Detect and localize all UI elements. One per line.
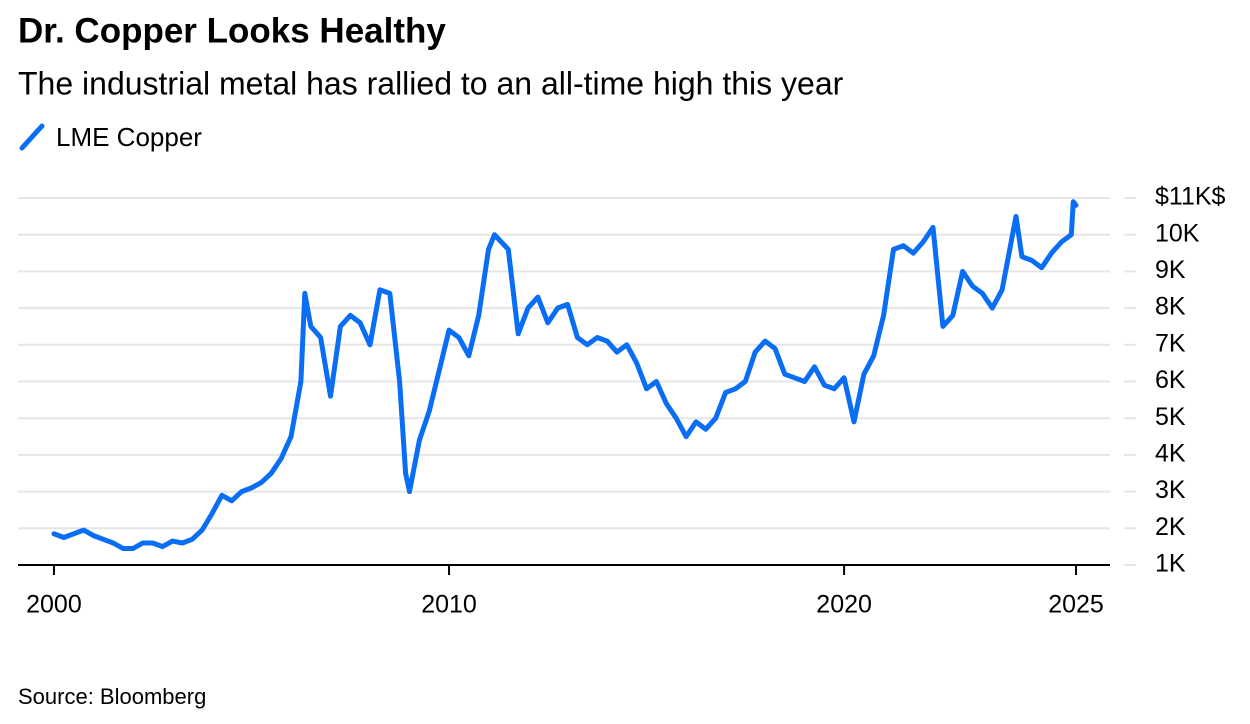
y-tick-label: 1K — [1155, 550, 1186, 578]
y-tick-label: 9K — [1155, 256, 1186, 284]
data-line — [51, 199, 1079, 551]
x-tick-label: 2010 — [421, 591, 477, 619]
y-tick-label: 5K — [1155, 403, 1186, 431]
x-tick-label: 2020 — [816, 591, 872, 619]
legend-label: LME Copper — [56, 122, 202, 152]
y-tick-label: 6K — [1155, 366, 1186, 394]
source: Source: Bloomberg — [18, 684, 206, 709]
chart-title: Dr. Copper Looks Healthy — [18, 11, 446, 50]
y-tick-label: 8K — [1155, 293, 1186, 321]
legend-swatch — [19, 123, 45, 151]
y-tick-label: 7K — [1155, 329, 1186, 357]
y-tick-label: 10K — [1155, 219, 1200, 247]
y-tick-label: 2K — [1155, 513, 1186, 541]
y-tick-label: 4K — [1155, 440, 1186, 468]
x-tick-label: 2025 — [1048, 591, 1104, 619]
y-tick-label: 3K — [1155, 476, 1186, 504]
x-tick-label: 2000 — [26, 591, 82, 619]
chart-subtitle: The industrial metal has rallied to an a… — [18, 65, 844, 101]
y-tick-label: $11K$ — [1155, 183, 1226, 211]
